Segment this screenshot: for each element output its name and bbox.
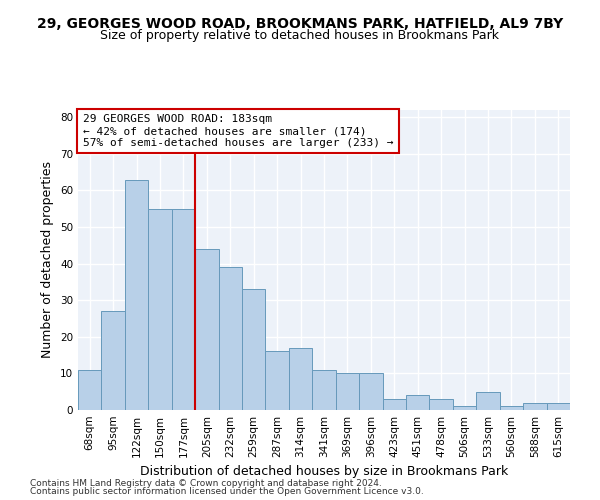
- Bar: [523, 402, 547, 410]
- Text: Contains public sector information licensed under the Open Government Licence v3: Contains public sector information licen…: [30, 487, 424, 496]
- Bar: [78, 370, 101, 410]
- X-axis label: Distribution of detached houses by size in Brookmans Park: Distribution of detached houses by size …: [140, 466, 508, 478]
- Text: Size of property relative to detached houses in Brookmans Park: Size of property relative to detached ho…: [101, 29, 499, 42]
- Bar: [312, 370, 336, 410]
- Bar: [359, 374, 383, 410]
- Bar: [289, 348, 312, 410]
- Bar: [125, 180, 148, 410]
- Bar: [242, 290, 265, 410]
- Bar: [265, 352, 289, 410]
- Bar: [172, 209, 195, 410]
- Bar: [195, 249, 218, 410]
- Bar: [336, 374, 359, 410]
- Bar: [101, 311, 125, 410]
- Bar: [148, 209, 172, 410]
- Y-axis label: Number of detached properties: Number of detached properties: [41, 162, 55, 358]
- Bar: [430, 399, 453, 410]
- Bar: [218, 268, 242, 410]
- Text: 29 GEORGES WOOD ROAD: 183sqm
← 42% of detached houses are smaller (174)
57% of s: 29 GEORGES WOOD ROAD: 183sqm ← 42% of de…: [83, 114, 394, 148]
- Bar: [500, 406, 523, 410]
- Bar: [547, 402, 570, 410]
- Bar: [383, 399, 406, 410]
- Bar: [406, 396, 430, 410]
- Text: 29, GEORGES WOOD ROAD, BROOKMANS PARK, HATFIELD, AL9 7BY: 29, GEORGES WOOD ROAD, BROOKMANS PARK, H…: [37, 18, 563, 32]
- Bar: [476, 392, 500, 410]
- Bar: [453, 406, 476, 410]
- Text: Contains HM Land Registry data © Crown copyright and database right 2024.: Contains HM Land Registry data © Crown c…: [30, 478, 382, 488]
